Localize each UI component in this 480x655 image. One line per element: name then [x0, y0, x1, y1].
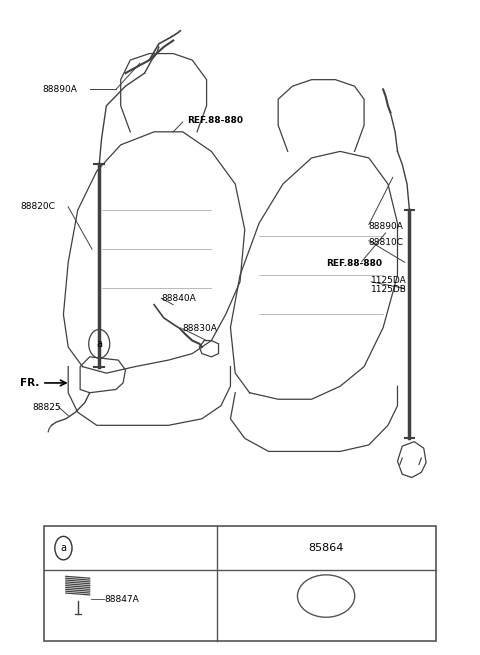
- Text: REF.88-880: REF.88-880: [326, 259, 382, 268]
- Text: 88810C: 88810C: [369, 238, 404, 247]
- Text: 88820C: 88820C: [21, 202, 55, 212]
- Text: 1125DB: 1125DB: [371, 285, 407, 294]
- Text: 88830A: 88830A: [183, 324, 217, 333]
- Bar: [44, 527, 436, 641]
- Text: 88840A: 88840A: [161, 293, 196, 303]
- Text: 88825: 88825: [33, 403, 61, 411]
- Text: a: a: [96, 339, 102, 349]
- Text: REF.88-880: REF.88-880: [188, 115, 243, 124]
- Text: a: a: [60, 543, 66, 553]
- Text: FR.: FR.: [20, 378, 40, 388]
- Text: 85864: 85864: [309, 543, 344, 553]
- Text: 1125DA: 1125DA: [371, 276, 407, 285]
- Text: 88890A: 88890A: [369, 222, 404, 231]
- Text: 88890A: 88890A: [42, 85, 77, 94]
- Text: 88847A: 88847A: [104, 595, 139, 604]
